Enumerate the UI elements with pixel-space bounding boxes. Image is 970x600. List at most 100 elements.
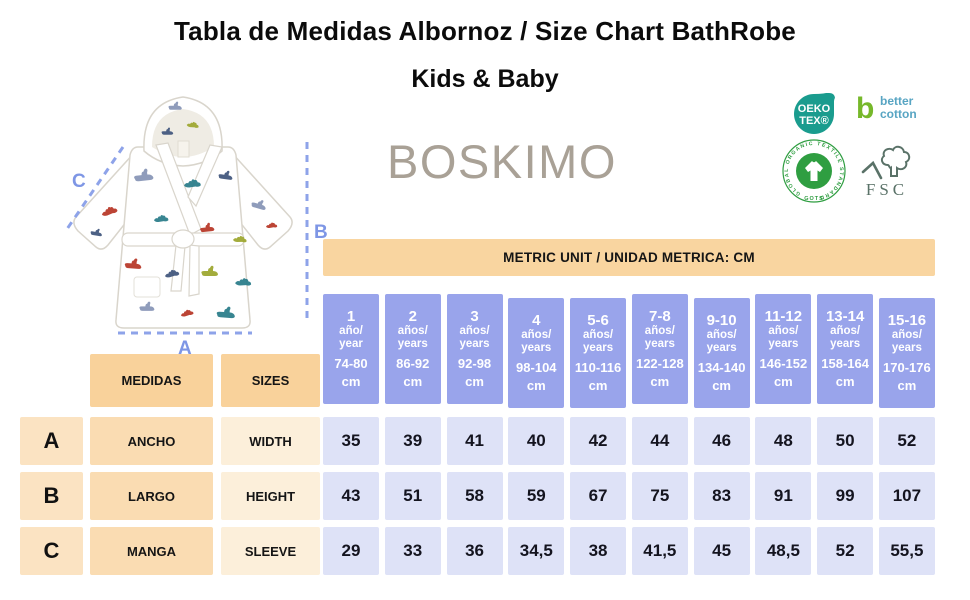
height-range: 158-164 (821, 356, 869, 372)
value-cell: 91 (755, 472, 812, 520)
oeko-tex-drop-shape (794, 94, 834, 134)
age-label-en: years (459, 338, 490, 351)
age-label-en: years (583, 342, 614, 355)
value-cell: 42 (570, 417, 627, 465)
unit-label: cm (712, 378, 731, 394)
size-label: 3 (470, 307, 479, 325)
age-label-es: años/ (706, 328, 737, 341)
value-cell: 38 (570, 527, 627, 575)
value-cell: 41,5 (631, 527, 688, 575)
value-cell: 34,5 (508, 527, 565, 575)
robe-label-tag (177, 140, 190, 158)
measure-label-c: C (72, 171, 86, 192)
better-cotton-line1: better (880, 94, 914, 108)
value-cell: 40 (508, 417, 565, 465)
measure-line-c (63, 146, 125, 233)
age-label-es: años/ (830, 324, 861, 337)
sizes-header: SIZES (221, 354, 320, 407)
value-cell: 55,5 (878, 527, 935, 575)
age-label-es: años/ (459, 324, 490, 337)
value-cell: 48,5 (755, 527, 812, 575)
size-label: 13-14 (825, 307, 865, 325)
age-label-es: años/ (521, 328, 552, 341)
size-column-header-2: 2 años/years 86-92 cm (384, 294, 441, 404)
gots-bottom-text: GOTS (804, 196, 824, 202)
measure-name-es: MANGA (90, 527, 213, 575)
value-cell: 35 (323, 417, 379, 465)
value-cell: 67 (570, 472, 627, 520)
height-range: 86-92 (396, 356, 430, 372)
value-cell: 99 (817, 472, 874, 520)
size-column-headers: 1 año/year 74-80 cm 2 años/years 86-92 cm 3 años/… (323, 294, 935, 408)
bathrobe-illustration: C B A (63, 96, 328, 359)
size-label: 9-10 (706, 311, 737, 329)
unit-label: cm (897, 378, 917, 394)
unit-label: cm (650, 374, 670, 390)
unit-label: cm (403, 374, 423, 390)
medidas-header: MEDIDAS (90, 354, 213, 407)
value-cell: 59 (508, 472, 565, 520)
value-cell: 29 (323, 527, 379, 575)
better-cotton-line2: cotton (880, 107, 917, 121)
height-range: 110-116 (574, 360, 622, 376)
unit-label: cm (588, 378, 608, 394)
age-label-es: año/ (339, 324, 363, 337)
measure-name-es: LARGO (90, 472, 213, 520)
gots-badge: GLOBAL ORGANIC TEXTILE STANDARD GOTS (782, 139, 846, 203)
measure-values: 29 33 36 34,5 38 41,5 45 48,5 52 55,5 (323, 527, 935, 575)
age-label-es: años/ (768, 324, 799, 337)
age-label-en: years (521, 342, 552, 355)
size-column-header-4: 4 años/years 98-104 cm (508, 298, 565, 408)
height-range: 74-80 (334, 356, 368, 372)
value-cell: 45 (693, 527, 750, 575)
unit-banner: METRIC UNIT / UNIDAD METRICA: CM (323, 239, 935, 276)
value-cell: 36 (446, 527, 503, 575)
robe-pocket (133, 276, 161, 298)
size-label: 2 (408, 307, 417, 325)
measure-label-b: B (314, 222, 328, 243)
gots-shirt-icon (805, 161, 823, 181)
size-column-header-7-8: 7-8 años/years 122-128 cm (631, 294, 688, 404)
age-label-es: años/ (583, 328, 614, 341)
size-label: 15-16 (887, 311, 927, 329)
measure-name-en: WIDTH (221, 417, 320, 465)
measure-label-a: A (178, 338, 192, 359)
unit-label: cm (465, 374, 484, 390)
value-cell: 46 (693, 417, 750, 465)
value-cell: 51 (384, 472, 441, 520)
height-range: 92-98 (457, 356, 492, 372)
size-label: 11-12 (764, 307, 803, 325)
fsc-label: FSC (866, 180, 908, 199)
age-label-en: year (339, 338, 363, 351)
value-cell: 58 (446, 472, 503, 520)
height-range: 170-176 (883, 360, 931, 376)
value-cell: 75 (631, 472, 688, 520)
unit-label: cm (773, 374, 793, 390)
fsc-checkmark-icon (861, 160, 883, 180)
age-label-en: years (397, 338, 428, 351)
value-cell: 33 (384, 527, 441, 575)
measure-name-en: HEIGHT (221, 472, 320, 520)
size-column-header-9-10: 9-10 años/years 134-140 cm (693, 298, 750, 408)
value-cell: 83 (693, 472, 750, 520)
size-label: 7-8 (648, 307, 671, 325)
value-cell: 52 (817, 527, 874, 575)
age-label-en: years (830, 338, 861, 351)
size-column-header-3: 3 años/years 92-98 cm (446, 294, 503, 404)
fsc-badge: FSC (861, 145, 911, 199)
size-column-header-11-12: 11-12 años/years 146-152 cm (755, 294, 812, 404)
better-cotton-leaf-icon: b (856, 92, 874, 124)
size-label: 5-6 (587, 311, 609, 329)
measure-row-B: B LARGO HEIGHT 43 51 58 59 67 75 83 91 99 107 (0, 472, 970, 520)
measure-values: 35 39 41 40 42 44 46 48 50 52 (323, 417, 935, 465)
age-label-es: años/ (397, 324, 428, 337)
age-label-es: años/ (644, 324, 675, 337)
unit-label: cm (341, 374, 361, 390)
unit-label: cm (835, 374, 855, 390)
oeko-tex-line1: OEKO (798, 103, 831, 115)
robe-belt (121, 229, 245, 297)
measure-row-C: C MANGA SLEEVE 29 33 36 34,5 38 41,5 45 48,5 52 55,5 (0, 527, 970, 575)
oeko-tex-line2: TEX® (799, 115, 829, 127)
measure-row-A: A ANCHO WIDTH 35 39 41 40 42 44 46 48 50 52 (0, 417, 970, 465)
